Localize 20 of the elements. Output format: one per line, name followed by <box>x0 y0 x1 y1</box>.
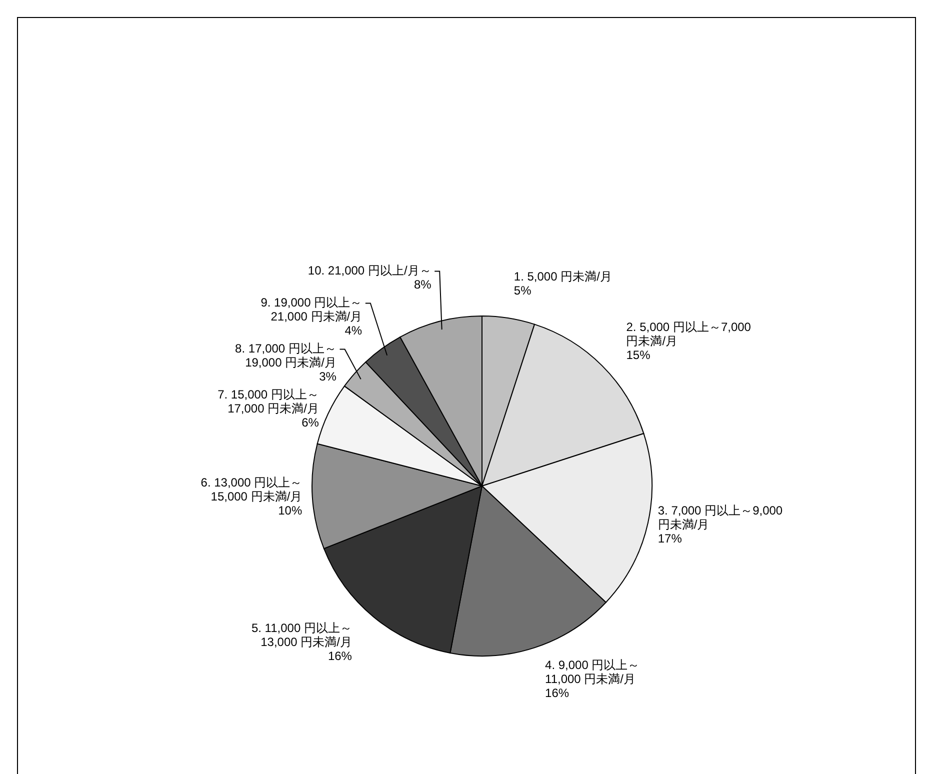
data-label: 15% <box>626 348 651 362</box>
data-label: 16% <box>328 649 352 664</box>
slice-label: 1. 5,000 円未満/月 <box>514 270 612 284</box>
slice-label: 5. 11,000 円以上～13,000 円未満/月 <box>251 621 352 650</box>
data-label: 4% <box>344 323 362 338</box>
data-label: 8% <box>414 277 432 292</box>
slice-label: 3. 7,000 円以上～9,000 円未満/月 <box>658 503 783 532</box>
slice-label: 9. 19,000 円以上～21,000 円未満/月 <box>260 295 362 324</box>
data-label: 3% <box>319 369 337 384</box>
slice-label: 6. 13,000 円以上～15,000 円未満/月 <box>200 475 302 504</box>
slice-label: 10. 21,000 円以上/月～ <box>308 263 432 278</box>
slice-label: 2. 5,000 円以上～7,000 円未満/月 <box>626 320 752 348</box>
data-label: 10% <box>278 503 302 518</box>
slice-label: 4. 9,000 円以上～11,000 円未満/月 <box>545 658 640 686</box>
slice-label: 7. 15,000 円以上～17,000 円未満/月 <box>218 387 319 416</box>
data-label: 6% <box>302 415 320 430</box>
data-label: 17% <box>658 531 682 546</box>
slice-label: 8. 17,000 円以上～19,000 円未満/月 <box>235 341 336 370</box>
data-label: 16% <box>545 686 570 700</box>
data-label: 5% <box>514 284 532 298</box>
